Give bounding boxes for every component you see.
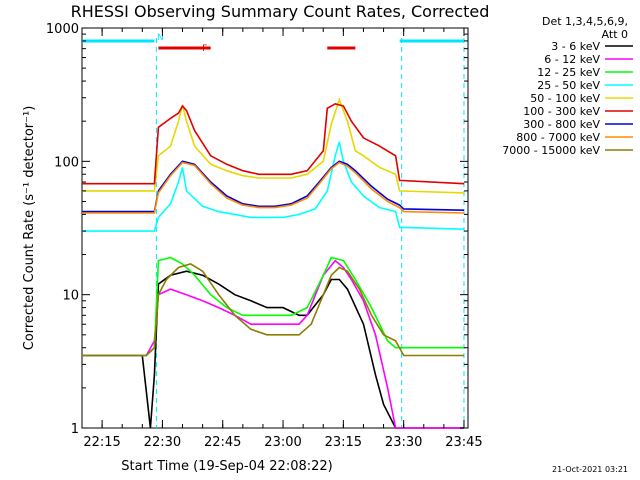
legend-label: 100 - 300 keV (523, 105, 600, 118)
x-axis-label: Start Time (19-Sep-04 22:08:22) (121, 459, 332, 474)
timestamp: 21-Oct-2021 03:21 (552, 465, 628, 474)
x-tick-label: 22:15 (83, 435, 120, 450)
legend-label: 300 - 800 keV (523, 118, 600, 131)
x-tick-label: 23:00 (264, 435, 301, 450)
legend-label: 3 - 6 keV (551, 40, 600, 53)
series-line-0 (82, 270, 464, 429)
y-axis-label: Corrected Count Rate (s⁻¹ detector⁻¹) (22, 106, 37, 351)
legend-label: 12 - 25 keV (537, 66, 600, 79)
legend-label: 800 - 7000 keV (516, 131, 600, 144)
legend-label: 7000 - 15000 keV (502, 144, 600, 157)
chart-title: RHESSI Observing Summary Count Rates, Co… (71, 2, 490, 21)
legend-header: Att 0 (602, 28, 628, 41)
series-line-5 (82, 102, 465, 185)
series-group (82, 97, 465, 429)
series-line-8 (82, 263, 464, 357)
x-tick-label: 22:30 (144, 435, 181, 450)
flag-label-F: F (202, 44, 207, 54)
legend-label: 25 - 50 keV (537, 79, 600, 92)
night-boundaries (155, 38, 465, 428)
flag-bars: NF (82, 33, 464, 54)
x-tick-label: 22:45 (204, 435, 241, 450)
x-tick-label: 23:15 (325, 435, 362, 450)
series-line-7 (82, 161, 465, 214)
plot-frame (81, 27, 469, 429)
x-tick-label: 23:30 (385, 435, 422, 450)
y-tick-label: 100 (54, 155, 79, 170)
series-line-3 (82, 141, 465, 232)
flag-label-N: N (157, 33, 164, 43)
y-tick-label: 1000 (46, 22, 79, 37)
y-tick-label: 10 (62, 289, 79, 304)
series-line-6 (82, 160, 465, 213)
x-axis: 22:15 22:30 22:45 23:00 23:15 23:30 23:45 (81, 28, 483, 450)
legend-label: 50 - 100 keV (530, 92, 600, 105)
legend-label: 6 - 12 keV (544, 53, 600, 66)
series-line-4 (82, 97, 465, 194)
series-line-1 (82, 259, 464, 429)
y-tick-label: 1 (71, 422, 79, 437)
y-axis: 1 10 100 1000 (46, 22, 468, 437)
series-line-2 (82, 256, 464, 357)
legend-header: Det 1,3,4,5,6,9, (542, 15, 628, 28)
x-tick-label: 23:45 (445, 435, 482, 450)
